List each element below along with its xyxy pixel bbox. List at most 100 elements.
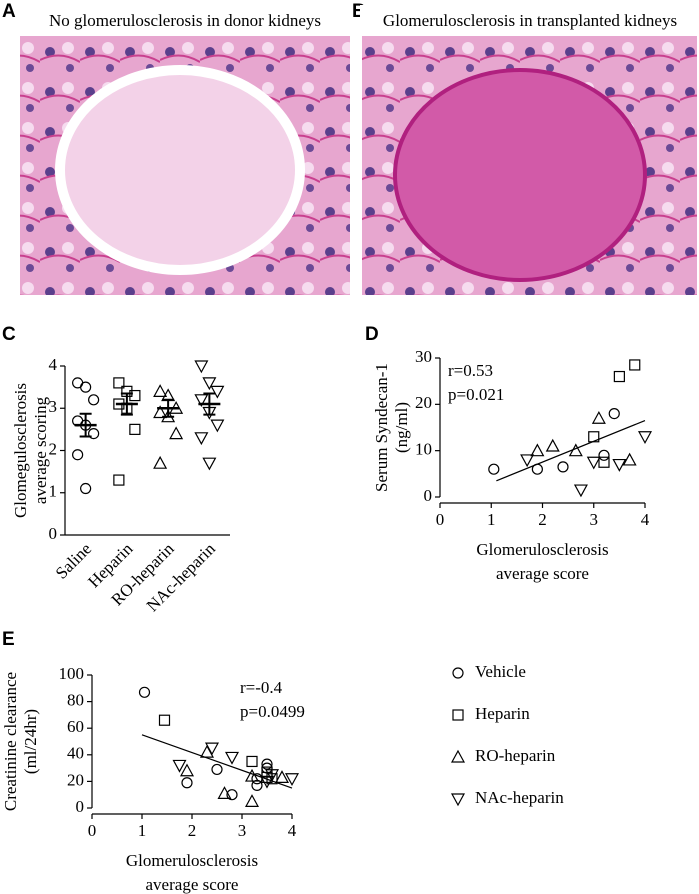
fit-line <box>141 734 293 789</box>
x-tick-label: 4 <box>641 510 650 529</box>
point <box>210 419 225 433</box>
point <box>179 763 195 777</box>
point <box>637 431 653 445</box>
point <box>153 405 168 419</box>
point <box>202 457 217 471</box>
point <box>261 758 273 770</box>
point <box>452 667 464 679</box>
point <box>591 410 606 424</box>
y-tick-label: 4 <box>49 355 58 374</box>
point <box>259 775 275 789</box>
point <box>211 763 223 776</box>
point <box>557 461 569 473</box>
sem-bar <box>203 392 216 416</box>
point <box>246 755 258 768</box>
point <box>488 463 500 475</box>
y-tick-label: 80 <box>67 691 84 710</box>
point <box>598 449 610 461</box>
point <box>80 381 92 393</box>
y-axis-label: Glomegulosclerosis <box>11 383 30 518</box>
caption: No glomerulosclerosis in donor kidneys <box>49 11 321 30</box>
point <box>573 484 588 498</box>
glomerulus <box>55 65 305 275</box>
point <box>172 759 187 773</box>
panel-letter: C <box>2 324 16 345</box>
y-tick-label: 0 <box>76 797 85 816</box>
point <box>129 389 141 402</box>
point <box>629 359 641 371</box>
point <box>169 426 184 440</box>
annotation: p=0.021 <box>448 385 504 404</box>
y-axis-label: (ml/24hr) <box>21 709 40 774</box>
point <box>244 794 260 807</box>
x-axis-label: Glomerulosclerosis <box>126 851 258 870</box>
point <box>452 709 464 721</box>
point <box>520 454 535 468</box>
sem-bar <box>120 392 133 416</box>
point <box>264 769 280 783</box>
y-tick-label: 60 <box>67 717 84 736</box>
point <box>153 455 168 469</box>
annotation: r=-0.4 <box>240 678 283 697</box>
y-axis-label: Serum Syndecan-1 <box>372 363 391 492</box>
glomerulus <box>393 68 647 282</box>
point <box>113 377 125 389</box>
sem-bar <box>162 398 175 418</box>
point <box>88 394 100 406</box>
y-tick-label: 10 <box>415 440 432 459</box>
x-axis-label: average score <box>496 564 589 583</box>
y-tick-label: 100 <box>59 664 85 683</box>
point <box>224 751 240 765</box>
point <box>217 786 232 799</box>
point <box>530 443 545 457</box>
x-tick-label: 3 <box>590 510 599 529</box>
point <box>194 432 209 446</box>
legend-label: Heparin <box>475 704 530 723</box>
y-tick-label: 3 <box>49 397 58 416</box>
panel-letter: E <box>2 629 15 650</box>
point <box>210 385 225 399</box>
annotation: p=0.0499 <box>240 702 305 721</box>
point <box>612 458 627 472</box>
point <box>284 773 300 786</box>
point <box>181 777 193 789</box>
panel-letter: A <box>2 1 16 22</box>
y-tick-label: 40 <box>67 744 84 763</box>
point <box>598 456 610 468</box>
x-tick-label: 2 <box>538 510 547 529</box>
y-tick-label: 2 <box>49 439 58 458</box>
y-tick-label: 20 <box>67 770 84 789</box>
point <box>226 789 238 801</box>
legend-label: RO-heparin <box>475 746 556 765</box>
fit-line <box>496 419 646 482</box>
panel-b: B Glomerulosclerosis in transplanted kid… <box>352 1 698 295</box>
point <box>545 438 560 452</box>
panel-a: A No glomerulosclerosis in donor kidneys <box>2 1 350 295</box>
annotation: r=0.53 <box>448 361 493 380</box>
point <box>153 384 168 397</box>
x-tick-label: 0 <box>88 821 97 840</box>
point <box>113 474 125 486</box>
y-tick-label: 20 <box>415 393 432 412</box>
point <box>608 408 620 420</box>
point <box>80 482 92 495</box>
panel-letter: D <box>365 324 379 345</box>
point <box>450 793 466 807</box>
y-tick-label: 1 <box>49 482 58 501</box>
y-tick-label: 30 <box>415 347 432 366</box>
y-tick-label: 0 <box>424 486 433 505</box>
x-tick-label: 3 <box>238 821 247 840</box>
point <box>204 742 220 756</box>
point <box>72 449 84 461</box>
y-axis-label: (ng/ml) <box>392 402 411 453</box>
x-tick-label: 1 <box>138 821 147 840</box>
legend-label: NAc-heparin <box>475 788 564 807</box>
x-tick-label: 4 <box>288 821 297 840</box>
point <box>244 768 260 782</box>
x-tick-label: 0 <box>436 510 445 529</box>
sem-bar <box>79 412 92 438</box>
point <box>158 714 171 726</box>
x-tick-label: 2 <box>188 821 197 840</box>
point <box>202 377 217 391</box>
point <box>622 452 637 466</box>
